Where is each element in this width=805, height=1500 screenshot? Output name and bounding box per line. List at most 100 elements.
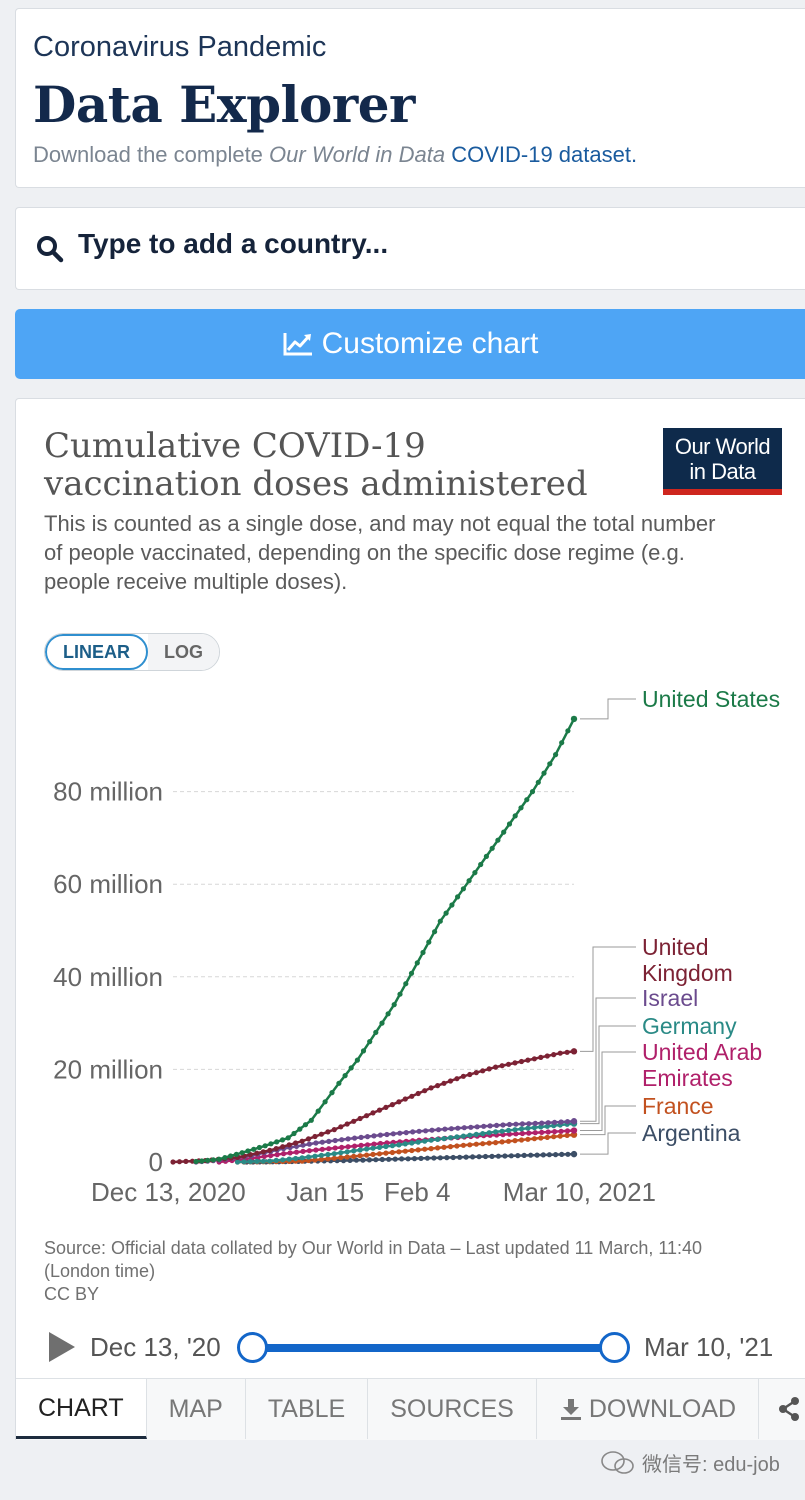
data-point — [455, 1125, 461, 1131]
data-point — [435, 1083, 441, 1089]
tab-map[interactable]: MAP — [147, 1379, 246, 1439]
series-label: Argentina — [642, 1120, 741, 1146]
data-point — [428, 1137, 434, 1143]
owid-logo-line2: in Data — [689, 459, 756, 484]
scale-toggle[interactable]: LINEAR LOG — [44, 633, 220, 671]
timeline-start-handle[interactable] — [237, 1332, 268, 1363]
header-card: Coronavirus Pandemic Data Explorer Downl… — [15, 8, 805, 188]
data-point — [470, 1154, 476, 1160]
data-point — [512, 1138, 518, 1144]
data-point — [506, 821, 513, 827]
timeline-track[interactable] — [252, 1344, 614, 1352]
data-point — [377, 1140, 383, 1147]
owid-logo[interactable]: Our World in Data — [663, 428, 782, 495]
data-point — [565, 728, 571, 734]
data-point — [358, 1142, 364, 1148]
data-point — [422, 1146, 428, 1152]
data-point — [331, 1127, 337, 1133]
data-point — [432, 929, 438, 935]
data-point — [326, 1146, 332, 1152]
data-point — [376, 1144, 383, 1150]
linear-scale-button[interactable]: LINEAR — [45, 634, 148, 670]
data-point — [300, 1142, 306, 1148]
data-point — [447, 1144, 454, 1150]
data-point — [494, 1122, 500, 1128]
tab-download[interactable]: DOWNLOAD — [537, 1379, 760, 1439]
data-point — [389, 1149, 395, 1156]
data-point — [415, 1139, 421, 1145]
data-point — [489, 845, 495, 851]
tab-share[interactable] — [759, 1379, 805, 1439]
source-text: Source: Official data collated by Our Wo… — [44, 1238, 703, 1281]
data-point — [468, 1124, 474, 1130]
leader-line — [580, 1105, 636, 1136]
data-point — [351, 1118, 357, 1124]
tab-table[interactable]: TABLE — [246, 1379, 369, 1439]
license-text[interactable]: CC BY — [44, 1284, 100, 1304]
data-point — [570, 1127, 578, 1134]
tab-download-label: DOWNLOAD — [588, 1395, 737, 1423]
data-point — [379, 1020, 385, 1026]
series-label: Kingdom — [642, 960, 733, 986]
data-point — [344, 1154, 350, 1160]
data-point — [482, 1153, 489, 1160]
data-point — [467, 1071, 473, 1078]
data-point — [531, 1136, 538, 1142]
data-point — [460, 1073, 466, 1079]
timeline-start-label: Dec 13, '20 — [90, 1332, 221, 1362]
data-point — [531, 1056, 538, 1062]
data-point — [460, 1142, 466, 1148]
data-point — [256, 1144, 262, 1151]
data-point — [360, 1048, 367, 1054]
data-point — [251, 1146, 257, 1152]
data-point — [370, 1145, 376, 1151]
data-point — [376, 1107, 383, 1113]
tab-sources[interactable]: SOURCES — [368, 1379, 537, 1439]
data-point — [397, 991, 403, 997]
leader-line — [580, 1051, 636, 1132]
data-point — [448, 1126, 454, 1132]
data-point — [473, 1131, 479, 1137]
play-icon[interactable] — [47, 1331, 77, 1363]
data-point — [279, 1137, 286, 1143]
data-point — [454, 1143, 460, 1149]
data-point — [493, 1140, 499, 1146]
log-scale-button[interactable]: LOG — [148, 634, 219, 670]
data-point — [531, 1125, 538, 1131]
data-point — [396, 1149, 402, 1155]
data-point — [544, 1053, 550, 1059]
data-point — [424, 1155, 430, 1161]
data-point — [239, 1150, 245, 1156]
data-point — [449, 902, 455, 908]
timeline-end-handle[interactable] — [599, 1332, 630, 1363]
customize-chart-button[interactable]: Customize chart — [15, 309, 805, 379]
tab-bar: CHART MAP TABLE SOURCES DOWNLOAD — [16, 1378, 805, 1440]
data-point — [305, 1136, 312, 1142]
page-supertitle: Coronavirus Pandemic — [33, 31, 327, 63]
data-point — [377, 1132, 383, 1138]
data-point — [319, 1146, 325, 1152]
data-point — [329, 1090, 335, 1096]
leader-line — [580, 946, 636, 1052]
tab-chart[interactable]: CHART — [16, 1379, 147, 1439]
data-point — [532, 1130, 538, 1136]
data-point — [216, 1156, 222, 1162]
search-input[interactable] — [78, 228, 778, 260]
timeline-end-label: Mar 10, '21 — [644, 1332, 774, 1362]
data-point — [222, 1155, 228, 1161]
data-point — [408, 970, 415, 976]
y-tick-label: 60 million — [53, 869, 163, 899]
search-box[interactable] — [15, 207, 805, 290]
data-point — [342, 1073, 348, 1079]
data-point — [559, 740, 565, 746]
data-point — [385, 1011, 391, 1017]
data-point — [483, 853, 489, 859]
data-point — [210, 1157, 216, 1163]
data-point — [405, 1156, 411, 1162]
data-point — [297, 1126, 303, 1132]
data-point — [447, 1078, 454, 1084]
dataset-link[interactable]: COVID-19 dataset. — [451, 142, 638, 167]
data-point — [366, 1157, 372, 1163]
data-point — [460, 886, 466, 892]
data-point — [487, 1123, 493, 1129]
